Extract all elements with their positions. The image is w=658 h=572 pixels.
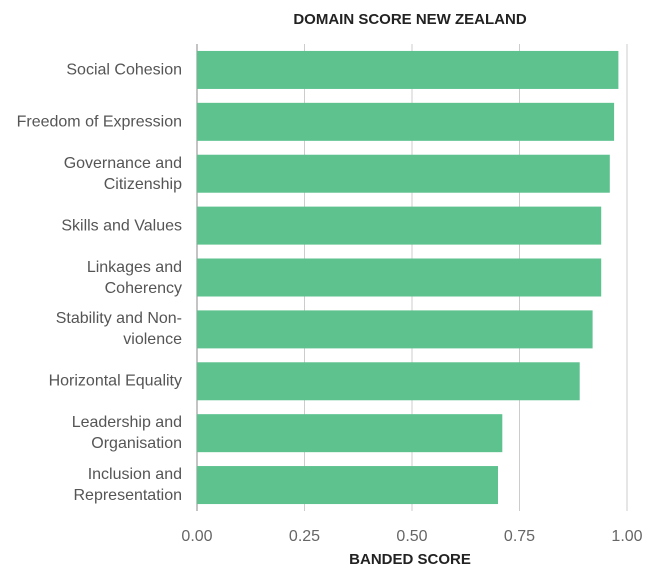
y-tick-label: Social Cohesion xyxy=(66,61,182,79)
bar xyxy=(197,50,619,89)
x-tick-label: 0.00 xyxy=(181,528,212,545)
y-tick-label: Governance and Citizenship xyxy=(63,154,182,193)
x-tick-label: 1.00 xyxy=(611,528,642,545)
bar xyxy=(197,206,602,245)
y-tick-label: Linkages and Coherency xyxy=(86,258,182,297)
y-tick-label: Leadership and Organisation xyxy=(71,414,182,453)
chart-title: DOMAIN SCORE NEW ZEALAND xyxy=(293,11,526,28)
x-tick-label: 0.50 xyxy=(396,528,427,545)
bar xyxy=(197,466,498,505)
bar xyxy=(197,102,615,141)
y-tick-label: Horizontal Equality xyxy=(48,372,182,390)
y-tick-label: Skills and Values xyxy=(61,217,182,235)
y-tick-label: Inclusion and Representation xyxy=(73,466,182,505)
x-tick-label: 0.25 xyxy=(289,528,320,545)
x-tick-label: 0.75 xyxy=(504,528,535,545)
bar xyxy=(197,414,503,453)
bar xyxy=(197,154,610,193)
bar xyxy=(197,258,602,297)
y-tick-label: Freedom of Expression xyxy=(16,113,182,131)
bar xyxy=(197,362,580,401)
bar xyxy=(197,310,593,349)
y-tick-label: Stability and Non-violence xyxy=(55,310,182,349)
x-axis-label: BANDED SCORE xyxy=(349,551,471,568)
